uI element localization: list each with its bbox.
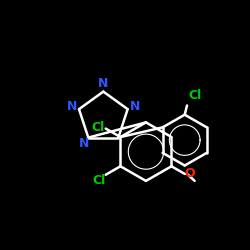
Text: O: O xyxy=(184,168,195,180)
Text: N: N xyxy=(66,100,77,113)
Text: N: N xyxy=(130,100,140,113)
Text: N: N xyxy=(98,78,108,90)
Text: Cl: Cl xyxy=(93,174,106,187)
Text: Cl: Cl xyxy=(91,120,104,134)
Text: Cl: Cl xyxy=(188,89,202,102)
Text: N: N xyxy=(78,137,89,150)
